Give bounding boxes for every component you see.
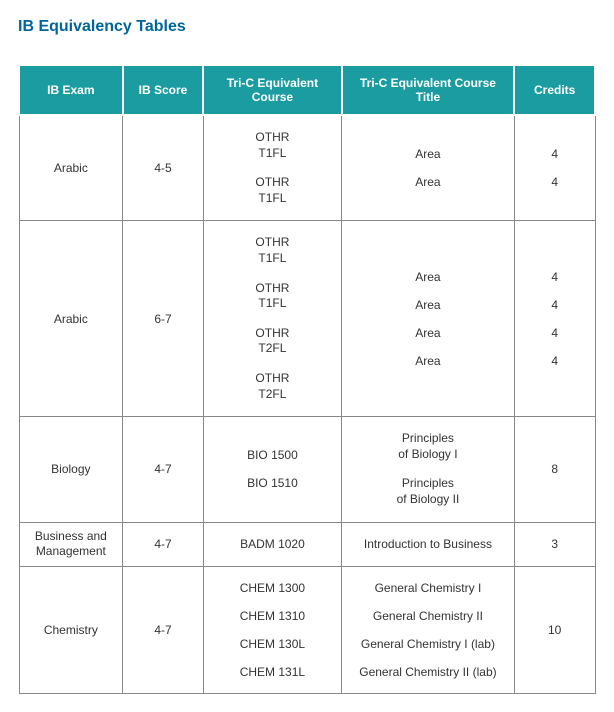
cell-credits: 4 4 4 4 xyxy=(514,221,595,417)
cell-score: 4-5 xyxy=(123,115,204,221)
cell-courses: BIO 1500 BIO 1510 xyxy=(203,417,341,522)
credit: 4 xyxy=(551,354,558,368)
cell-exam: Arabic xyxy=(19,221,123,417)
col-equiv-course: Tri-C Equivalent Course xyxy=(203,65,341,115)
cell-titles: General Chemistry I General Chemistry II… xyxy=(342,566,515,693)
course: OTHRT1FL xyxy=(255,281,289,312)
course-title: Principlesof Biology II xyxy=(397,476,460,507)
equivalency-table: IB Exam IB Score Tri-C Equivalent Course… xyxy=(18,64,596,694)
table-header-row: IB Exam IB Score Tri-C Equivalent Course… xyxy=(19,65,595,115)
table-row: Chemistry 4-7 CHEM 1300 CHEM 1310 CHEM 1… xyxy=(19,566,595,693)
table-row: Biology 4-7 BIO 1500 BIO 1510 Principles… xyxy=(19,417,595,522)
cell-credits: 10 xyxy=(514,566,595,693)
col-credits: Credits xyxy=(514,65,595,115)
course-title: Area xyxy=(415,298,440,312)
course: OTHRT2FL xyxy=(255,326,289,357)
cell-score: 6-7 xyxy=(123,221,204,417)
cell-titles: Area Area Area Area xyxy=(342,221,515,417)
course: OTHRT1FL xyxy=(255,175,289,206)
course-title: General Chemistry II xyxy=(373,609,483,623)
cell-courses: CHEM 1300 CHEM 1310 CHEM 130L CHEM 131L xyxy=(203,566,341,693)
course: OTHRT1FL xyxy=(255,130,289,161)
course-title: Principlesof Biology I xyxy=(398,431,457,462)
course-title: Area xyxy=(415,354,440,368)
cell-credits: 8 xyxy=(514,417,595,522)
course: CHEM 1310 xyxy=(240,609,305,623)
cell-credits: 3 xyxy=(514,522,595,566)
course-title: Area xyxy=(415,270,440,284)
course: CHEM 131L xyxy=(240,665,305,679)
cell-score: 4-7 xyxy=(123,522,204,566)
table-row: Business andManagement 4-7 BADM 1020 Int… xyxy=(19,522,595,566)
course-title: General Chemistry I xyxy=(375,581,482,595)
cell-titles: Introduction to Business xyxy=(342,522,515,566)
cell-score: 4-7 xyxy=(123,566,204,693)
course: CHEM 130L xyxy=(240,637,305,651)
credit: 4 xyxy=(551,147,558,161)
course-title: Area xyxy=(415,326,440,340)
cell-exam: Arabic xyxy=(19,115,123,221)
course-title: Area xyxy=(415,147,440,161)
cell-exam: Business andManagement xyxy=(19,522,123,566)
cell-exam: Biology xyxy=(19,417,123,522)
cell-titles: Principlesof Biology I Principlesof Biol… xyxy=(342,417,515,522)
course: BIO 1510 xyxy=(247,476,298,490)
course: CHEM 1300 xyxy=(240,581,305,595)
course-title: General Chemistry II (lab) xyxy=(359,665,496,679)
credit: 4 xyxy=(551,298,558,312)
course: OTHRT2FL xyxy=(255,371,289,402)
cell-credits: 4 4 xyxy=(514,115,595,221)
course-title: General Chemistry I (lab) xyxy=(361,637,495,651)
cell-courses: OTHRT1FL OTHRT1FL OTHRT2FL OTHRT2FL xyxy=(203,221,341,417)
col-score: IB Score xyxy=(123,65,204,115)
cell-exam: Chemistry xyxy=(19,566,123,693)
course: OTHRT1FL xyxy=(255,235,289,266)
table-row: Arabic 6-7 OTHRT1FL OTHRT1FL OTHRT2FL OT… xyxy=(19,221,595,417)
table-row: Arabic 4-5 OTHRT1FL OTHRT1FL Area Area 4… xyxy=(19,115,595,221)
course-title: Area xyxy=(415,175,440,189)
cell-score: 4-7 xyxy=(123,417,204,522)
credit: 4 xyxy=(551,270,558,284)
cell-courses: BADM 1020 xyxy=(203,522,341,566)
col-exam: IB Exam xyxy=(19,65,123,115)
cell-courses: OTHRT1FL OTHRT1FL xyxy=(203,115,341,221)
cell-titles: Area Area xyxy=(342,115,515,221)
page-title: IB Equivalency Tables xyxy=(18,18,596,36)
course: BIO 1500 xyxy=(247,448,298,462)
credit: 4 xyxy=(551,175,558,189)
col-equiv-title: Tri-C Equivalent Course Title xyxy=(342,65,515,115)
credit: 4 xyxy=(551,326,558,340)
